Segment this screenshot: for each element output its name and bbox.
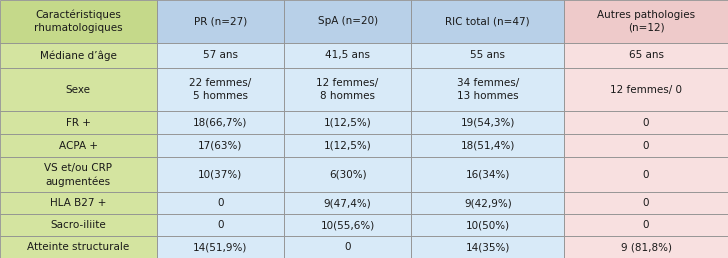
Text: 12 femmes/ 0: 12 femmes/ 0 bbox=[610, 85, 682, 95]
Bar bbox=[411, 0, 564, 43]
Bar bbox=[411, 157, 564, 192]
Text: 0: 0 bbox=[643, 141, 649, 151]
Text: 0: 0 bbox=[643, 118, 649, 127]
Bar bbox=[0, 157, 157, 192]
Bar bbox=[157, 43, 284, 68]
Text: 0: 0 bbox=[643, 198, 649, 208]
Text: 14(35%): 14(35%) bbox=[466, 242, 510, 252]
Bar bbox=[411, 192, 564, 214]
Bar bbox=[0, 111, 157, 134]
Text: 10(50%): 10(50%) bbox=[466, 220, 510, 230]
Bar bbox=[564, 111, 728, 134]
Bar bbox=[284, 0, 411, 43]
Text: Caractéristiques
rhumatologiques: Caractéristiques rhumatologiques bbox=[34, 10, 122, 33]
Bar bbox=[564, 157, 728, 192]
Text: 19(54,3%): 19(54,3%) bbox=[461, 118, 515, 127]
Bar bbox=[284, 68, 411, 111]
Bar bbox=[157, 0, 284, 43]
Text: 9 (81,8%): 9 (81,8%) bbox=[620, 242, 672, 252]
Text: RIC total (n=47): RIC total (n=47) bbox=[446, 16, 530, 26]
Bar bbox=[411, 68, 564, 111]
Text: 41,5 ans: 41,5 ans bbox=[325, 51, 370, 60]
Bar bbox=[564, 0, 728, 43]
Text: 14(51,9%): 14(51,9%) bbox=[193, 242, 248, 252]
Text: 0: 0 bbox=[643, 220, 649, 230]
Bar bbox=[157, 68, 284, 111]
Text: 10(55,6%): 10(55,6%) bbox=[320, 220, 375, 230]
Bar bbox=[411, 134, 564, 157]
Bar bbox=[157, 111, 284, 134]
Bar bbox=[284, 157, 411, 192]
Bar bbox=[0, 192, 157, 214]
Text: Atteinte structurale: Atteinte structurale bbox=[27, 242, 130, 252]
Bar bbox=[564, 192, 728, 214]
Bar bbox=[411, 111, 564, 134]
Text: 22 femmes/
5 hommes: 22 femmes/ 5 hommes bbox=[189, 78, 251, 101]
Text: 34 femmes/
13 hommes: 34 femmes/ 13 hommes bbox=[456, 78, 519, 101]
Text: 10(37%): 10(37%) bbox=[198, 170, 242, 180]
Text: 0: 0 bbox=[643, 170, 649, 180]
Bar bbox=[284, 236, 411, 258]
Text: 55 ans: 55 ans bbox=[470, 51, 505, 60]
Text: Autres pathologies
(n=12): Autres pathologies (n=12) bbox=[597, 10, 695, 33]
Text: 0: 0 bbox=[344, 242, 351, 252]
Text: 17(63%): 17(63%) bbox=[198, 141, 242, 151]
Text: 16(34%): 16(34%) bbox=[466, 170, 510, 180]
Text: PR (n=27): PR (n=27) bbox=[194, 16, 247, 26]
Bar bbox=[157, 214, 284, 236]
Bar bbox=[564, 236, 728, 258]
Text: 1(12,5%): 1(12,5%) bbox=[324, 141, 371, 151]
Text: Médiane d’âge: Médiane d’âge bbox=[40, 50, 116, 61]
Bar bbox=[411, 236, 564, 258]
Text: 0: 0 bbox=[217, 220, 223, 230]
Bar bbox=[284, 43, 411, 68]
Text: HLA B27 +: HLA B27 + bbox=[50, 198, 106, 208]
Text: 6(30%): 6(30%) bbox=[329, 170, 366, 180]
Text: VS et/ou CRP
augmentées: VS et/ou CRP augmentées bbox=[44, 163, 112, 187]
Bar bbox=[284, 192, 411, 214]
Bar bbox=[157, 134, 284, 157]
Bar bbox=[564, 134, 728, 157]
Bar bbox=[284, 214, 411, 236]
Text: 57 ans: 57 ans bbox=[202, 51, 238, 60]
Text: SpA (n=20): SpA (n=20) bbox=[317, 16, 378, 26]
Bar bbox=[284, 111, 411, 134]
Text: 1(12,5%): 1(12,5%) bbox=[324, 118, 371, 127]
Bar bbox=[0, 236, 157, 258]
Text: 9(47,4%): 9(47,4%) bbox=[324, 198, 371, 208]
Bar bbox=[0, 43, 157, 68]
Bar bbox=[411, 43, 564, 68]
Text: 18(51,4%): 18(51,4%) bbox=[461, 141, 515, 151]
Text: Sexe: Sexe bbox=[66, 85, 91, 95]
Bar bbox=[157, 157, 284, 192]
Text: ACPA +: ACPA + bbox=[59, 141, 98, 151]
Text: 0: 0 bbox=[217, 198, 223, 208]
Bar bbox=[0, 68, 157, 111]
Bar bbox=[564, 43, 728, 68]
Bar bbox=[0, 134, 157, 157]
Text: Sacro-iliite: Sacro-iliite bbox=[50, 220, 106, 230]
Bar bbox=[0, 214, 157, 236]
Text: 9(42,9%): 9(42,9%) bbox=[464, 198, 512, 208]
Bar bbox=[411, 214, 564, 236]
Text: 12 femmes/
8 hommes: 12 femmes/ 8 hommes bbox=[317, 78, 379, 101]
Text: FR +: FR + bbox=[66, 118, 91, 127]
Bar bbox=[564, 68, 728, 111]
Bar bbox=[284, 134, 411, 157]
Bar bbox=[564, 214, 728, 236]
Text: 65 ans: 65 ans bbox=[628, 51, 664, 60]
Bar bbox=[157, 192, 284, 214]
Text: 18(66,7%): 18(66,7%) bbox=[193, 118, 248, 127]
Bar bbox=[157, 236, 284, 258]
Bar bbox=[0, 0, 157, 43]
